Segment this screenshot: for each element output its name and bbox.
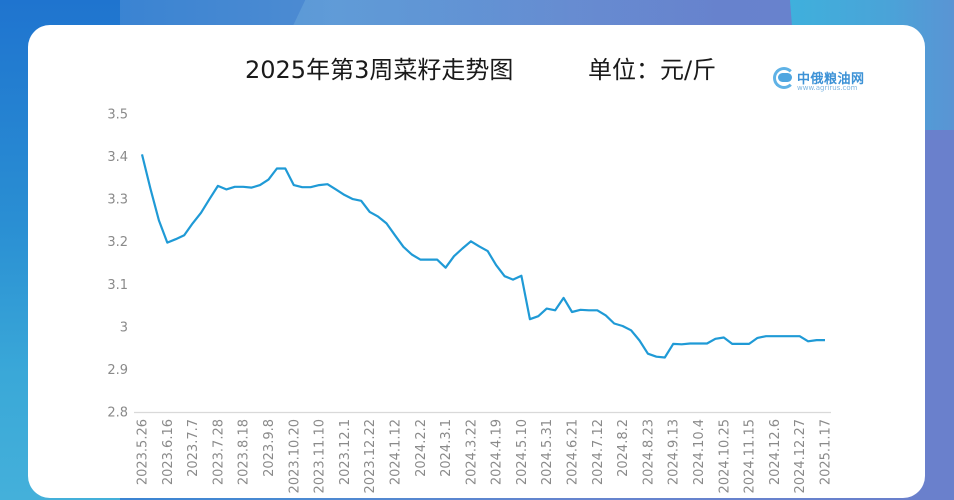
x-tick-label: 2024.5.10 <box>515 419 530 485</box>
chart-card <box>28 25 925 498</box>
logo-name: 中俄粮油网 <box>797 72 865 87</box>
brand-logo: 中俄粮油网 www.agrirus.com <box>773 64 883 96</box>
x-axis-ticks: 2023.5.26 2023.6.16 2023.7.7 2023.7.28 2023.… <box>136 419 834 493</box>
series-line-rapeseed <box>140 154 825 359</box>
logo-url: www.agrirus.com <box>797 84 858 92</box>
x-tick-label: 2023.7.28 <box>211 419 226 485</box>
x-tick-label: 2024.8.2 <box>616 419 631 477</box>
x-tick-label: 2023.11.10 <box>313 419 328 493</box>
x-tick-label: 2024.10.25 <box>717 419 732 493</box>
x-tick-label: 2024.8.23 <box>641 419 656 485</box>
y-tick-label: 3.3 <box>107 193 128 208</box>
x-tick-label: 2024.4.19 <box>490 419 505 485</box>
x-tick-label: 2023.7.7 <box>186 419 201 477</box>
x-tick-label: 2024.11.15 <box>743 419 758 493</box>
x-tick-label: 2024.7.12 <box>591 419 606 485</box>
cloud-icon <box>778 73 792 82</box>
x-tick-label: 2024.6.21 <box>566 419 581 485</box>
x-tick-label: 2023.12.1 <box>338 419 353 485</box>
x-tick-label: 2024.3.22 <box>464 419 479 485</box>
x-tick-label: 2024.9.13 <box>667 419 682 485</box>
x-tick-label: 2024.10.4 <box>692 419 707 485</box>
x-tick-label: 2023.10.20 <box>287 419 302 493</box>
y-tick-label: 3.5 <box>107 108 128 123</box>
cloud-circle-icon <box>773 67 795 89</box>
y-axis-ticks: 3.5 3.4 3.3 3.2 3.1 3 2.9 2.8 <box>107 108 128 421</box>
x-tick-label: 2024.12.6 <box>768 419 783 485</box>
x-tick-label: 2024.1.12 <box>388 419 403 485</box>
x-tick-label: 2024.3.1 <box>439 419 454 477</box>
x-tick-label: 2024.5.31 <box>540 419 555 485</box>
y-tick-label: 2.9 <box>107 363 128 378</box>
y-tick-label: 3.2 <box>107 235 128 250</box>
x-tick-label: 2023.5.26 <box>136 419 151 485</box>
chart-unit-label: 单位：元/斤 <box>588 56 717 84</box>
x-tick-label: 2023.12.22 <box>363 419 378 493</box>
y-tick-label: 2.8 <box>107 406 128 421</box>
y-tick-label: 3 <box>120 320 128 335</box>
x-tick-label: 2023.6.16 <box>161 419 176 485</box>
y-tick-label: 3.4 <box>107 150 128 165</box>
x-tick-label: 2023.8.18 <box>237 419 252 485</box>
y-tick-label: 3.1 <box>107 278 128 293</box>
x-tick-label: 2024.2.2 <box>414 419 429 477</box>
x-tick-label: 2024.12.27 <box>793 419 808 493</box>
chart-title: 2025年第3周菜籽走势图 <box>245 56 514 84</box>
x-tick-label: 2023.9.8 <box>262 419 277 477</box>
x-tick-label: 2025.1.17 <box>819 419 834 485</box>
